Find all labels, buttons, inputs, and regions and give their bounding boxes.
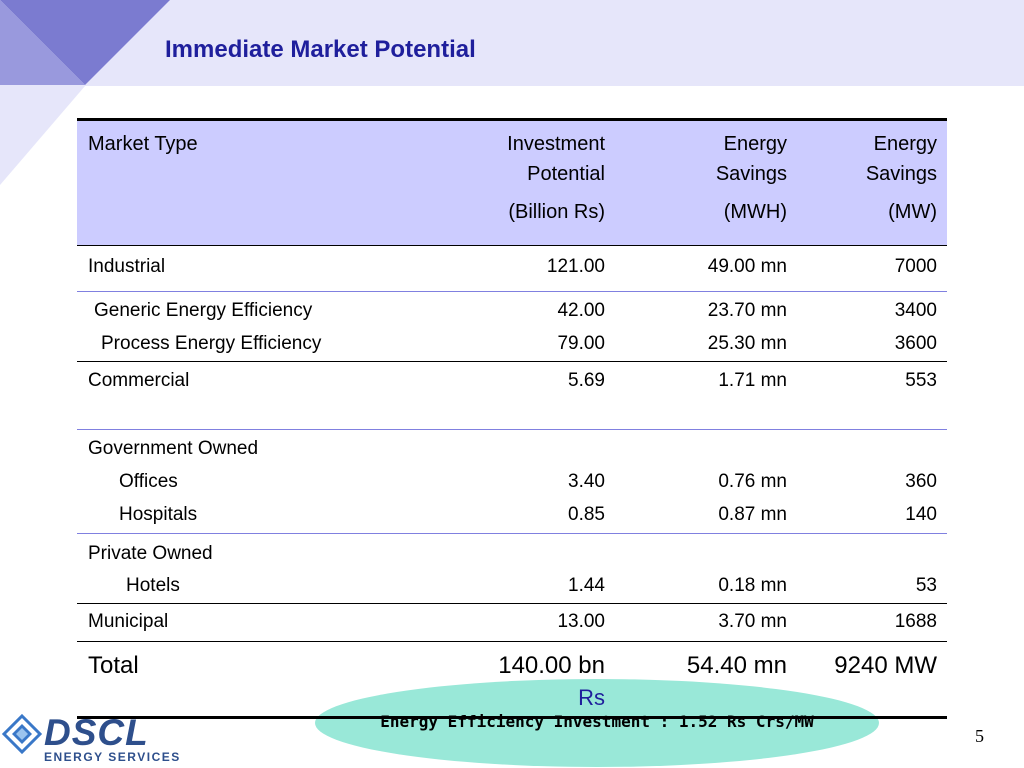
table-row: Generic Energy Efficiency 42.00 23.70 mn…: [77, 291, 947, 361]
table-row: Government Owned Offices 3.40 0.76 mn 36…: [77, 429, 947, 533]
top-rule: [77, 118, 947, 121]
table-row: Commercial 5.69 1.71 mn 553: [77, 361, 947, 429]
logo-name: DSCL: [44, 712, 149, 753]
slide-title: Immediate Market Potential: [165, 36, 476, 63]
page-number: 5: [975, 726, 984, 746]
total-row: Total 140.00 bn 54.40 mn 9240 MW: [77, 641, 947, 712]
table-row: Municipal 13.00 3.70 mn 1688: [77, 603, 947, 641]
bottom-rule: [77, 716, 947, 719]
header-market-type: Market Type: [88, 133, 198, 155]
dscl-logo-icon: [2, 714, 43, 755]
callout-text: Energy Efficiency Investment : 1.52 Rs C…: [380, 712, 814, 731]
corner-decoration: [0, 0, 170, 185]
table-row: Industrial 121.00 49.00 mn 7000: [88, 256, 937, 277]
logo-tagline: ENERGY SERVICES: [44, 750, 181, 764]
table-row: Private Owned Hotels 1.44 0.18 mn 53: [77, 533, 947, 603]
header-mw-unit: (MW): [888, 201, 937, 223]
header-mwh-unit: (MWH): [723, 201, 787, 223]
top-band: [0, 0, 1024, 86]
total-investment-unit: Rs: [578, 685, 605, 710]
table-header: Market Type Investment Potential (Billio…: [77, 121, 947, 246]
market-table: Market Type Investment Potential (Billio…: [77, 118, 947, 712]
callout-ellipse: [315, 679, 879, 767]
header-investment: Investment Potential: [507, 133, 605, 185]
header-mw: Energy Savings: [865, 133, 937, 185]
header-mwh: Energy Savings: [715, 133, 787, 185]
header-investment-unit: (Billion Rs): [508, 201, 605, 223]
